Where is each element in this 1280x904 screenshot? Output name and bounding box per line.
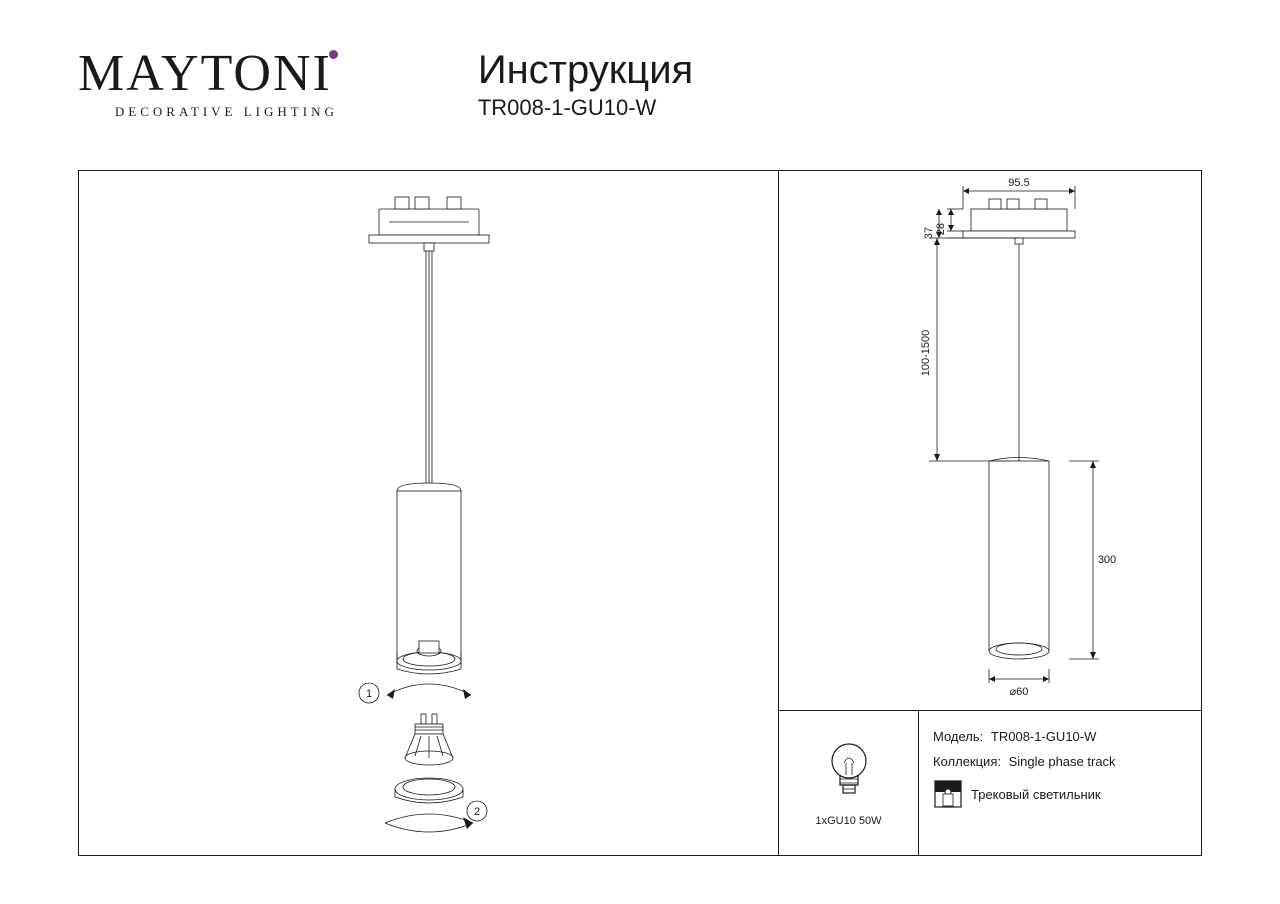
info-type-value: Трековый светильник [971,787,1101,802]
track-light-icon [933,779,963,809]
bulb-icon [829,739,869,809]
title-block: Инструкция TR008-1-GU10-W [478,48,693,121]
dim-body-height: 300 [1098,554,1116,566]
dim-cable-length: 100-1500 [920,330,932,377]
step2-label: 2 [474,806,480,818]
dim-diameter: ⌀60 [1010,686,1029,698]
panel-info: Модель: TR008-1-GU10-W Коллекция: Single… [919,711,1202,855]
panel-dimensions: 95.5 28 37 [779,171,1202,711]
dimensions-svg: 95.5 28 37 [779,171,1202,711]
step1-label: 1 [366,688,372,700]
brand-logo: MAYTONI [78,48,338,100]
info-collection-label: Коллекция: [933,754,1001,769]
panel-assembly: 1 [79,171,779,855]
info-collection-row: Коллекция: Single phase track [933,754,1188,769]
assembly-svg: 1 [79,171,779,855]
logo-m: M [78,45,126,102]
dim-adapter-h2: 37 [923,227,935,239]
info-model-value: TR008-1-GU10-W [991,729,1096,744]
logo-tagline: DECORATIVE LIGHTING [78,104,338,120]
logo-mid: AYTON [126,45,312,102]
page-subtitle: TR008-1-GU10-W [478,95,693,121]
logo-dot-icon [329,50,338,59]
info-collection-value: Single phase track [1009,754,1116,769]
logo-block: MAYTONI DECORATIVE LIGHTING [78,48,338,120]
panel-bulb: 1xGU10 50W [779,711,919,855]
info-model-row: Модель: TR008-1-GU10-W [933,729,1188,744]
header: MAYTONI DECORATIVE LIGHTING Инструкция T… [78,48,1202,148]
diagram-frame: 1 [78,170,1202,856]
info-model-label: Модель: [933,729,983,744]
info-type-row: Трековый светильник [933,779,1188,809]
bulb-caption: 1xGU10 50W [815,815,881,827]
dim-adapter-width: 95.5 [1008,177,1029,189]
page-title: Инструкция [478,48,693,93]
